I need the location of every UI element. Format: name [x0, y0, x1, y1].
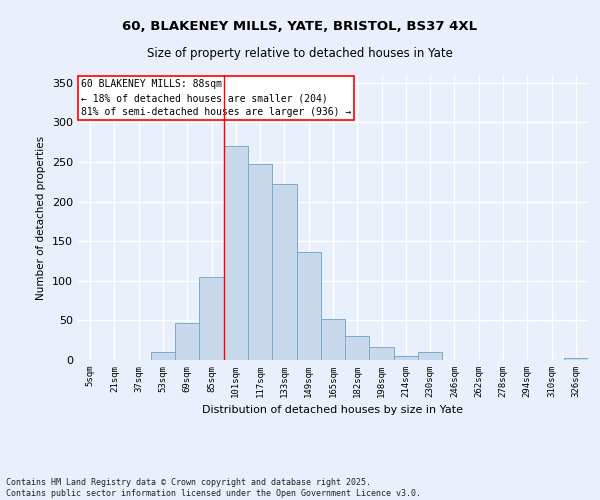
X-axis label: Distribution of detached houses by size in Yate: Distribution of detached houses by size …: [203, 406, 464, 415]
Bar: [224, 146, 248, 360]
Bar: [248, 164, 272, 360]
Y-axis label: Number of detached properties: Number of detached properties: [37, 136, 46, 300]
Bar: [418, 352, 442, 360]
Text: 60 BLAKENEY MILLS: 88sqm
← 18% of detached houses are smaller (204)
81% of semi-: 60 BLAKENEY MILLS: 88sqm ← 18% of detach…: [80, 80, 351, 118]
Bar: [394, 356, 418, 360]
Text: Contains HM Land Registry data © Crown copyright and database right 2025.
Contai: Contains HM Land Registry data © Crown c…: [6, 478, 421, 498]
Bar: [370, 348, 394, 360]
Bar: [175, 323, 199, 360]
Text: Size of property relative to detached houses in Yate: Size of property relative to detached ho…: [147, 48, 453, 60]
Text: 60, BLAKENEY MILLS, YATE, BRISTOL, BS37 4XL: 60, BLAKENEY MILLS, YATE, BRISTOL, BS37 …: [122, 20, 478, 33]
Bar: [296, 252, 321, 360]
Bar: [199, 277, 224, 360]
Bar: [564, 358, 588, 360]
Bar: [345, 336, 370, 360]
Bar: [272, 184, 296, 360]
Bar: [321, 319, 345, 360]
Bar: [151, 352, 175, 360]
